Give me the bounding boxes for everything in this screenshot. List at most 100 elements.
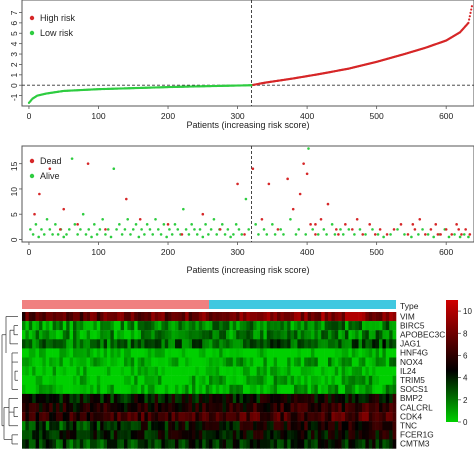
heatmap-cell xyxy=(297,366,302,376)
heatmap-cell xyxy=(100,321,104,331)
heatmap-cell xyxy=(42,412,47,422)
heatmap-cell xyxy=(188,430,193,440)
heatmap-cell xyxy=(120,439,125,449)
heatmap-cell xyxy=(171,330,176,340)
heatmap-cell xyxy=(362,330,366,340)
heatmap-cell xyxy=(130,393,135,404)
heatmap-cell xyxy=(222,375,227,385)
heatmap-cell xyxy=(22,357,26,367)
heatmap-cell xyxy=(283,393,288,404)
heatmap-cell xyxy=(141,393,145,404)
gene-label: HNF4G xyxy=(400,348,428,358)
heatmap-cell xyxy=(96,375,101,385)
alive-point xyxy=(304,233,308,236)
heatmap-cell xyxy=(178,412,183,422)
heatmap-cell xyxy=(144,421,149,431)
heatmap-cell xyxy=(96,421,101,431)
heatmap-cell xyxy=(321,430,325,440)
heatmap-cell xyxy=(215,412,220,422)
heatmap-cell xyxy=(59,439,64,449)
heatmap-cell xyxy=(321,339,325,349)
heatmap-cell xyxy=(372,330,376,340)
heatmap-cell xyxy=(168,375,172,385)
heatmap-cell xyxy=(232,403,237,413)
heatmap-cell xyxy=(256,384,261,395)
heatmap-cell xyxy=(351,357,356,367)
alive-point xyxy=(115,228,118,231)
alive-point xyxy=(31,233,35,236)
heatmap-cell xyxy=(215,312,220,322)
heatmap-cell xyxy=(345,430,349,440)
heatmap-cell xyxy=(25,366,30,376)
heatmap-cell xyxy=(355,375,359,385)
heatmap-cell xyxy=(66,330,70,340)
alive-point xyxy=(148,228,152,231)
heatmap-cell xyxy=(107,421,111,431)
heatmap-cell xyxy=(215,321,220,331)
heatmap-cell xyxy=(52,421,57,431)
heatmap-cell xyxy=(83,366,87,376)
heatmap-cell xyxy=(90,357,94,367)
heatmap-cell xyxy=(256,321,261,331)
heatmap-cell xyxy=(113,393,118,404)
heatmap-cell xyxy=(283,375,288,385)
heatmap-cell xyxy=(39,393,43,404)
alive-point xyxy=(279,228,282,231)
heatmap-cell xyxy=(311,393,315,404)
heatmap-cell xyxy=(124,339,128,349)
heatmap-cell xyxy=(144,357,149,367)
alive-point xyxy=(204,223,207,226)
heatmap-cell xyxy=(389,348,393,358)
heatmap-cell xyxy=(137,312,142,322)
heatmap-cell xyxy=(83,357,87,367)
heatmap-cell xyxy=(226,384,230,395)
alive-point xyxy=(87,228,91,231)
heatmap-cell xyxy=(141,312,145,322)
heatmap-cell xyxy=(277,439,281,449)
heatmap-cell xyxy=(147,421,152,431)
heatmap-cell xyxy=(283,421,288,431)
heatmap-cell xyxy=(42,393,47,404)
heatmap-cell xyxy=(368,339,373,349)
heatmap-cell xyxy=(195,375,200,385)
heatmap-cell xyxy=(331,439,336,449)
heatmap-cell xyxy=(348,403,353,413)
heatmap-cell xyxy=(300,393,305,404)
heatmap-cell xyxy=(328,375,332,385)
heatmap-cell xyxy=(368,430,373,440)
heatmap-cell xyxy=(178,366,183,376)
heatmap-cell xyxy=(229,421,234,431)
heatmap-cell xyxy=(246,430,251,440)
dead-point xyxy=(298,192,302,196)
heatmap-cell xyxy=(222,321,227,331)
heatmap-cell xyxy=(331,366,336,376)
gene-label: SOCS1 xyxy=(400,384,429,394)
heatmap-cell xyxy=(345,339,349,349)
heatmap-cell xyxy=(69,403,74,413)
heatmap-cell xyxy=(212,384,217,395)
heatmap-cell xyxy=(209,339,213,349)
heatmap-cell xyxy=(103,348,108,358)
heatmap-cell xyxy=(32,312,36,322)
heatmap-cell xyxy=(181,321,186,331)
heatmap-cell xyxy=(62,312,67,322)
heatmap-cell xyxy=(158,430,162,440)
heatmap-cell xyxy=(62,366,67,376)
heatmap-cell xyxy=(209,412,213,422)
heatmap-cell xyxy=(209,384,213,395)
heatmap-cell xyxy=(348,330,353,340)
heatmap-cell xyxy=(338,321,342,331)
heatmap-cell xyxy=(375,393,380,404)
heatmap-cell xyxy=(266,330,271,340)
heatmap-cell xyxy=(372,357,376,367)
heatmap-cell xyxy=(181,339,186,349)
heatmap-cell xyxy=(385,430,390,440)
heatmap-cell xyxy=(249,348,254,358)
heatmap-cell xyxy=(120,403,125,413)
heatmap-cell xyxy=(283,430,288,440)
heatmap-cell xyxy=(304,357,308,367)
heatmap-cell xyxy=(171,312,176,322)
heatmap-cell xyxy=(345,384,349,395)
heatmap-cell xyxy=(239,393,244,404)
heatmap-cell xyxy=(294,393,298,404)
